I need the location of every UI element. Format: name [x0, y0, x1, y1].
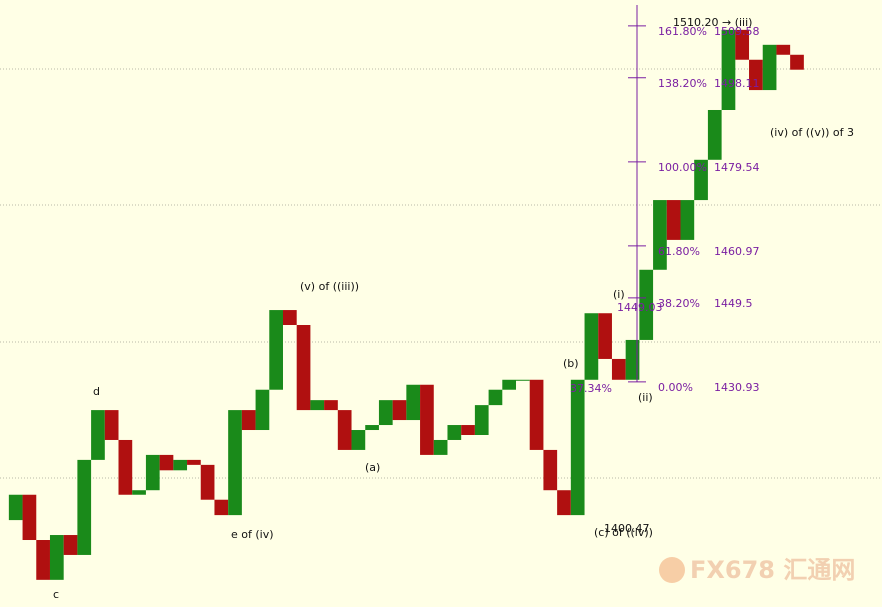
annotation: (v) of ((iii)): [300, 280, 359, 293]
candle: [91, 410, 105, 460]
candle: [529, 379, 544, 450]
candle: [584, 313, 599, 380]
candle: [8, 494, 23, 521]
fib-price: 1509.58: [714, 25, 760, 38]
candle: [187, 459, 201, 465]
candle: [721, 29, 736, 110]
candle: [653, 200, 667, 270]
annotation: 1510.20 → (iii): [673, 16, 752, 29]
fib-ratio: 100.00%: [658, 161, 707, 174]
candle: [762, 44, 777, 91]
candle: [337, 410, 352, 450]
annotation: 1400.47: [604, 522, 650, 535]
candle: [296, 325, 311, 411]
fib-ratio: 138.20%: [658, 77, 707, 90]
candle: [255, 389, 270, 431]
candle: [378, 400, 393, 426]
annotation: (a): [365, 461, 380, 474]
candles: [8, 29, 804, 580]
candle: [639, 269, 654, 340]
candle: [269, 310, 283, 390]
candle: [516, 379, 530, 381]
fib-ratio: 38.20%: [658, 297, 700, 310]
candle: [118, 439, 133, 495]
candle: [611, 358, 626, 380]
candle: [433, 439, 448, 455]
candle: [694, 159, 708, 201]
candle: [406, 384, 421, 421]
annotation: d: [93, 385, 100, 398]
annotation: 1449.03: [617, 301, 663, 314]
candle: [22, 494, 37, 541]
candle: [324, 400, 338, 411]
candle: [200, 464, 215, 500]
candle: [392, 400, 407, 421]
fib-price: 1498.11: [714, 77, 760, 90]
candle: [625, 339, 640, 380]
fib-price: 1449.5: [714, 297, 753, 310]
candle: [502, 379, 517, 390]
fib-price: 1430.93: [714, 381, 760, 394]
candle: [228, 410, 242, 516]
candle: [420, 384, 434, 455]
candle: [63, 535, 78, 555]
candle: [749, 59, 763, 91]
candle: [145, 454, 160, 491]
candle: [351, 430, 366, 450]
candle: [36, 540, 50, 580]
annotation: (iv) of ((v)) of 3: [770, 126, 854, 139]
fib-ratio: 0.00%: [658, 381, 693, 394]
annotation: (ii): [638, 391, 653, 404]
candle: [214, 499, 229, 516]
watermark: FX678 汇通网: [690, 556, 855, 584]
candle: [776, 44, 791, 55]
candle: [310, 400, 325, 411]
candle: [365, 425, 379, 431]
candle: [159, 454, 174, 471]
annotation: c: [53, 588, 59, 601]
candle: [557, 490, 571, 516]
annotation: e of (iv): [231, 528, 274, 541]
candle: [598, 313, 612, 359]
logo: [659, 557, 685, 583]
candle: [104, 410, 119, 440]
candle: [790, 54, 804, 70]
annotation: 37.34%: [570, 382, 612, 395]
candle: [570, 379, 585, 516]
candle: [132, 490, 146, 495]
candle: [49, 535, 64, 580]
annotation: (i): [613, 288, 625, 301]
candle: [680, 200, 695, 240]
candle: [241, 410, 256, 431]
annotation: (c) of ((iv)): [594, 526, 653, 539]
candle: [488, 389, 503, 406]
candle: [735, 29, 750, 60]
fib-ratio: 161.80%: [658, 25, 707, 38]
fib-ratio: 61.80%: [658, 245, 700, 258]
candle: [173, 459, 188, 471]
candle: [447, 425, 462, 440]
candle: [282, 310, 297, 326]
candle: [474, 405, 489, 435]
candle: [77, 459, 92, 555]
annotation: (b): [563, 357, 579, 370]
fibonacci: 161.80% 1509.58 138.20% 1498.11 100.00% 1479.…: [628, 5, 760, 394]
candle: [666, 200, 681, 240]
fib-price: 1460.97: [714, 245, 760, 258]
candle: [707, 109, 722, 160]
candle: [461, 425, 475, 435]
fib-price: 1479.54: [714, 161, 760, 174]
candle: [543, 449, 558, 491]
